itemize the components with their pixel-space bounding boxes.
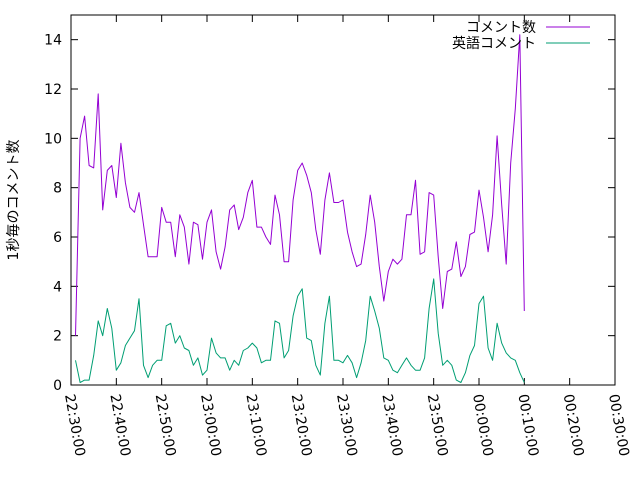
y-tick-label: 2	[53, 329, 62, 345]
y-tick-label: 4	[53, 279, 62, 295]
series-line-2	[75, 278, 525, 383]
y-tick-label: 0	[53, 378, 62, 394]
y-tick-label: 14	[44, 33, 62, 49]
legend-label: コメント数	[466, 20, 536, 36]
y-tick-label: 12	[44, 82, 62, 98]
y-axis-title: 1秒毎のコメント数	[6, 140, 22, 261]
legend-label: 英語コメント	[452, 35, 536, 52]
y-tick-label: 10	[44, 131, 62, 147]
series-group	[75, 34, 525, 383]
y-axis: 0 2 4 6 8 10 12 14	[44, 33, 615, 394]
y-tick-label: 6	[53, 230, 62, 246]
series-line-1	[75, 34, 525, 336]
y-tick-label: 8	[53, 181, 62, 197]
